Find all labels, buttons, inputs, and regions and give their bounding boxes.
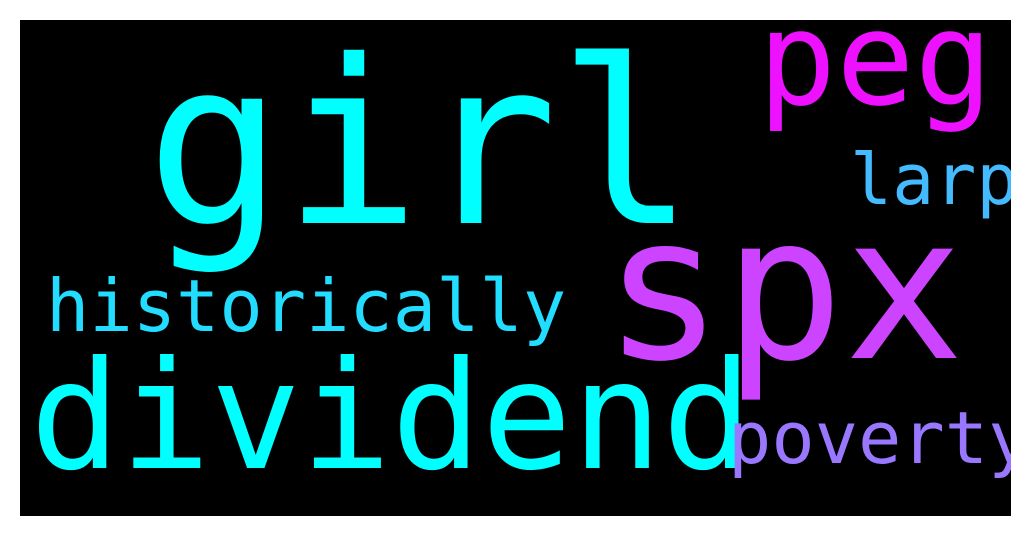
- word-poverty: poverty: [728, 396, 1011, 480]
- word-dividend: dividend: [30, 330, 753, 504]
- word-historically: historically: [46, 264, 567, 348]
- word-cloud-canvas: girl peg larp spx historically dividend …: [20, 20, 1011, 516]
- word-spx: spx: [603, 173, 965, 406]
- word-peg: peg: [758, 20, 993, 135]
- word-larp: larp: [850, 139, 1011, 221]
- word-girl: girl: [146, 20, 696, 277]
